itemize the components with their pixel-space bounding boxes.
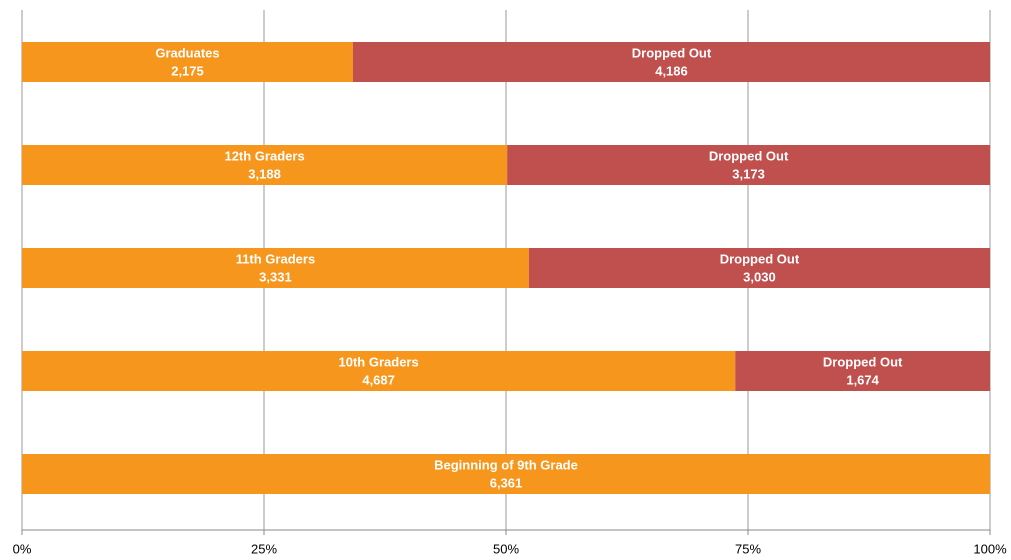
x-tick-label: 100% xyxy=(973,541,1007,556)
bar-segment xyxy=(528,248,990,288)
segment-name: 11th Graders xyxy=(236,251,316,266)
x-tick-label: 0% xyxy=(13,541,32,556)
segment-name: Dropped Out xyxy=(709,148,789,163)
segment-name: Dropped Out xyxy=(823,354,903,369)
data-label: 6,361 xyxy=(490,475,523,490)
data-label: 4,186 xyxy=(655,63,688,78)
x-tick-label: 75% xyxy=(735,541,761,556)
bar-segment xyxy=(735,351,990,391)
data-label: 3,030 xyxy=(743,269,776,284)
segment-name: 12th Graders xyxy=(224,148,304,163)
data-label: 3,188 xyxy=(248,166,281,181)
bar-segment xyxy=(22,42,353,82)
bar-segment xyxy=(22,351,736,391)
segment-name: Dropped Out xyxy=(632,45,712,60)
bar-segment xyxy=(352,42,990,82)
bar-segment xyxy=(22,145,508,185)
segment-name: 10th Graders xyxy=(339,354,419,369)
x-tick-label: 25% xyxy=(251,541,277,556)
x-tick-label: 50% xyxy=(493,541,519,556)
data-label: 1,674 xyxy=(846,372,879,387)
bar-segment xyxy=(507,145,990,185)
bar-segment xyxy=(22,248,529,288)
data-label: 3,331 xyxy=(259,269,292,284)
data-label: 2,175 xyxy=(171,63,204,78)
segment-name: Beginning of 9th Grade xyxy=(434,457,578,472)
segment-name: Graduates xyxy=(155,45,219,60)
data-label: 4,687 xyxy=(362,372,395,387)
data-label: 3,173 xyxy=(732,166,765,181)
segment-name: Dropped Out xyxy=(720,251,800,266)
bar-segment xyxy=(22,454,990,494)
